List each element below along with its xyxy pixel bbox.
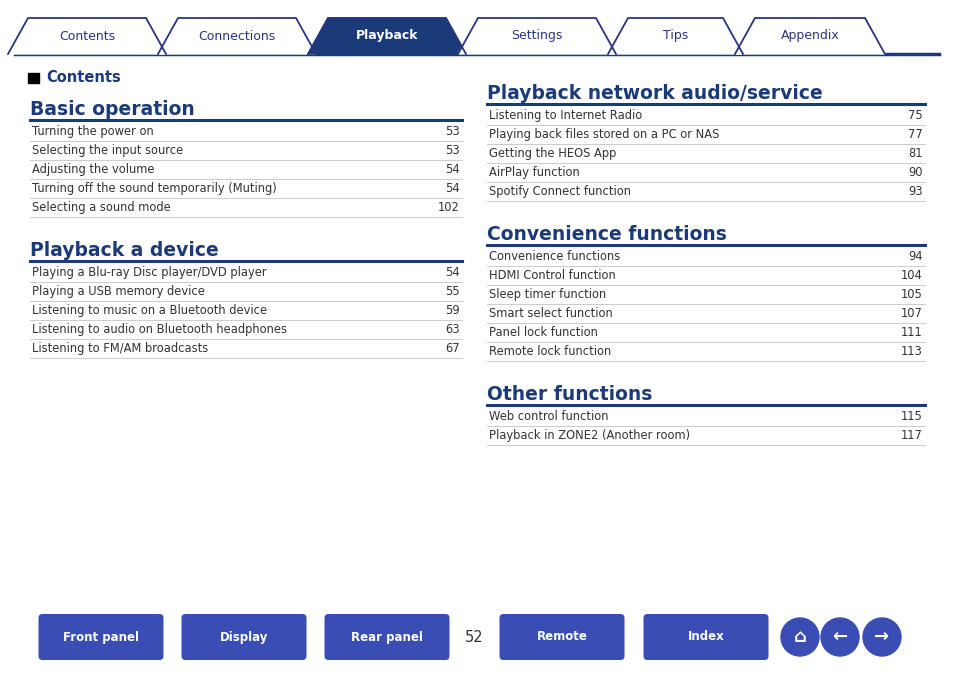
Polygon shape: [28, 73, 39, 83]
Text: ←: ←: [832, 628, 846, 646]
Text: 52: 52: [464, 629, 483, 645]
Text: Convenience functions: Convenience functions: [489, 250, 619, 263]
Text: Rear panel: Rear panel: [351, 631, 422, 643]
Text: 55: 55: [445, 285, 459, 298]
Polygon shape: [607, 18, 742, 54]
Text: Adjusting the volume: Adjusting the volume: [32, 163, 154, 176]
Text: 77: 77: [907, 128, 923, 141]
Text: Smart select function: Smart select function: [489, 307, 612, 320]
Polygon shape: [158, 18, 315, 54]
Text: Panel lock function: Panel lock function: [489, 326, 598, 339]
Text: 111: 111: [901, 326, 923, 339]
Text: Contents: Contents: [46, 71, 121, 85]
Text: ⌂: ⌂: [793, 628, 805, 646]
Text: Remote lock function: Remote lock function: [489, 345, 611, 358]
Text: Spotify Connect function: Spotify Connect function: [489, 185, 630, 198]
Text: Listening to Internet Radio: Listening to Internet Radio: [489, 109, 641, 122]
Text: Basic operation: Basic operation: [30, 100, 194, 119]
Text: Turning off the sound temporarily (Muting): Turning off the sound temporarily (Mutin…: [32, 182, 276, 195]
Text: 107: 107: [901, 307, 923, 320]
Text: Listening to music on a Bluetooth device: Listening to music on a Bluetooth device: [32, 304, 267, 317]
Text: Listening to audio on Bluetooth headphones: Listening to audio on Bluetooth headphon…: [32, 323, 287, 336]
Text: Contents: Contents: [59, 30, 115, 42]
Text: Settings: Settings: [511, 30, 562, 42]
Text: Connections: Connections: [198, 30, 275, 42]
Text: 104: 104: [901, 269, 923, 282]
Text: 93: 93: [907, 185, 923, 198]
Polygon shape: [734, 18, 884, 54]
Text: Playing a USB memory device: Playing a USB memory device: [32, 285, 205, 298]
Text: Turning the power on: Turning the power on: [32, 125, 153, 138]
Text: Convenience functions: Convenience functions: [486, 225, 726, 244]
Polygon shape: [457, 18, 616, 54]
Text: 67: 67: [445, 342, 459, 355]
Text: 53: 53: [445, 144, 459, 157]
Text: Remote: Remote: [536, 631, 587, 643]
Text: Playing a Blu-ray Disc player/DVD player: Playing a Blu-ray Disc player/DVD player: [32, 266, 266, 279]
Circle shape: [862, 618, 900, 656]
Polygon shape: [8, 18, 166, 54]
Text: Selecting a sound mode: Selecting a sound mode: [32, 201, 171, 214]
FancyBboxPatch shape: [499, 614, 624, 660]
Text: Web control function: Web control function: [489, 410, 608, 423]
Text: Front panel: Front panel: [63, 631, 139, 643]
Text: 94: 94: [907, 250, 923, 263]
Text: Getting the HEOS App: Getting the HEOS App: [489, 147, 616, 160]
Text: Sleep timer function: Sleep timer function: [489, 288, 605, 301]
Text: →: →: [874, 628, 888, 646]
Text: Appendix: Appendix: [780, 30, 839, 42]
Text: Playback network audio/service: Playback network audio/service: [486, 84, 821, 103]
Text: AirPlay function: AirPlay function: [489, 166, 579, 179]
Text: 53: 53: [445, 125, 459, 138]
FancyBboxPatch shape: [324, 614, 449, 660]
FancyBboxPatch shape: [181, 614, 306, 660]
FancyBboxPatch shape: [38, 614, 163, 660]
Text: Other functions: Other functions: [486, 385, 652, 404]
Text: 81: 81: [907, 147, 923, 160]
Text: 90: 90: [907, 166, 923, 179]
Text: 54: 54: [445, 163, 459, 176]
Text: 117: 117: [901, 429, 923, 442]
Text: Playback: Playback: [355, 30, 417, 42]
Text: Playback in ZONE2 (Another room): Playback in ZONE2 (Another room): [489, 429, 689, 442]
Text: Playback a device: Playback a device: [30, 241, 218, 260]
Text: Playing back files stored on a PC or NAS: Playing back files stored on a PC or NAS: [489, 128, 719, 141]
Text: Listening to FM/AM broadcasts: Listening to FM/AM broadcasts: [32, 342, 208, 355]
Text: Index: Index: [687, 631, 723, 643]
Text: 54: 54: [445, 182, 459, 195]
Text: 113: 113: [901, 345, 923, 358]
Circle shape: [781, 618, 818, 656]
Text: Tips: Tips: [662, 30, 687, 42]
Text: 54: 54: [445, 266, 459, 279]
Text: Selecting the input source: Selecting the input source: [32, 144, 183, 157]
Text: 75: 75: [907, 109, 923, 122]
Text: 115: 115: [901, 410, 923, 423]
Text: 63: 63: [445, 323, 459, 336]
Text: 102: 102: [437, 201, 459, 214]
Circle shape: [821, 618, 858, 656]
Text: HDMI Control function: HDMI Control function: [489, 269, 615, 282]
Text: 105: 105: [901, 288, 923, 301]
FancyBboxPatch shape: [643, 614, 768, 660]
Text: 59: 59: [445, 304, 459, 317]
Text: Display: Display: [219, 631, 268, 643]
Polygon shape: [308, 18, 465, 54]
